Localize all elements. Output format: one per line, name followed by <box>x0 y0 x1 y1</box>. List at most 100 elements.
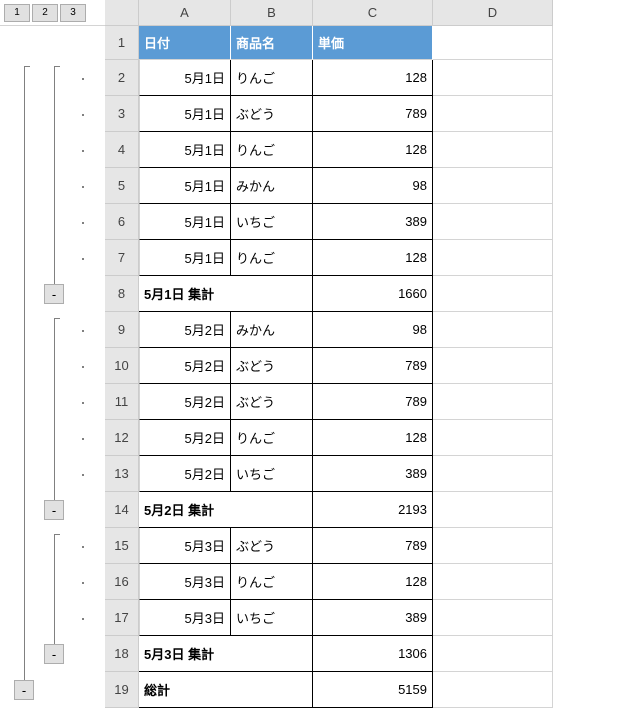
price-cell[interactable]: 128 <box>313 564 433 600</box>
empty-cell[interactable] <box>433 672 553 708</box>
outline-collapse-button[interactable]: - <box>44 284 64 304</box>
subtotal-value[interactable]: 1306 <box>313 636 433 672</box>
outline-level-2-button[interactable]: 2 <box>32 4 58 22</box>
row-header-9[interactable]: 9 <box>105 312 139 348</box>
empty-cell[interactable] <box>433 312 553 348</box>
column-header-D[interactable]: D <box>433 0 553 26</box>
product-cell[interactable]: ぶどう <box>231 96 313 132</box>
product-cell[interactable]: りんご <box>231 132 313 168</box>
empty-cell[interactable] <box>433 600 553 636</box>
select-all-corner[interactable] <box>105 0 139 26</box>
cell-grid[interactable]: 日付商品名単価5月1日りんご1285月1日ぶどう7895月1日りんご1285月1… <box>139 26 619 708</box>
date-cell[interactable]: 5月2日 <box>139 312 231 348</box>
empty-cell[interactable] <box>433 276 553 312</box>
column-header-A[interactable]: A <box>139 0 231 26</box>
empty-cell[interactable] <box>433 96 553 132</box>
outline-collapse-button[interactable]: - <box>14 680 34 700</box>
price-cell[interactable]: 128 <box>313 240 433 276</box>
row-header-16[interactable]: 16 <box>105 564 139 600</box>
header-cell[interactable]: 日付 <box>139 26 231 60</box>
price-cell[interactable]: 128 <box>313 420 433 456</box>
date-cell[interactable]: 5月2日 <box>139 348 231 384</box>
empty-cell[interactable] <box>433 384 553 420</box>
empty-cell[interactable] <box>433 26 553 60</box>
header-cell[interactable]: 商品名 <box>231 26 313 60</box>
subtotal-value[interactable]: 1660 <box>313 276 433 312</box>
price-cell[interactable]: 789 <box>313 96 433 132</box>
price-cell[interactable]: 389 <box>313 204 433 240</box>
price-cell[interactable]: 98 <box>313 312 433 348</box>
product-cell[interactable]: いちご <box>231 456 313 492</box>
row-header-3[interactable]: 3 <box>105 96 139 132</box>
product-cell[interactable]: みかん <box>231 312 313 348</box>
grand-total-value[interactable]: 5159 <box>313 672 433 708</box>
date-cell[interactable]: 5月2日 <box>139 420 231 456</box>
grand-total-label[interactable]: 総計 <box>139 672 231 708</box>
row-header-2[interactable]: 2 <box>105 60 139 96</box>
price-cell[interactable]: 128 <box>313 132 433 168</box>
subtotal-label[interactable]: 5月2日 集計 <box>139 492 231 528</box>
empty-cell[interactable] <box>433 456 553 492</box>
product-cell[interactable]: ぶどう <box>231 528 313 564</box>
empty-cell[interactable] <box>433 636 553 672</box>
price-cell[interactable]: 128 <box>313 60 433 96</box>
product-cell[interactable]: いちご <box>231 600 313 636</box>
header-cell[interactable]: 単価 <box>313 26 433 60</box>
price-cell[interactable]: 789 <box>313 384 433 420</box>
empty-cell[interactable] <box>433 492 553 528</box>
row-header-10[interactable]: 10 <box>105 348 139 384</box>
date-cell[interactable]: 5月1日 <box>139 132 231 168</box>
column-header-C[interactable]: C <box>313 0 433 26</box>
row-header-13[interactable]: 13 <box>105 456 139 492</box>
column-header-B[interactable]: B <box>231 0 313 26</box>
date-cell[interactable]: 5月1日 <box>139 96 231 132</box>
date-cell[interactable]: 5月1日 <box>139 240 231 276</box>
row-header-12[interactable]: 12 <box>105 420 139 456</box>
row-header-6[interactable]: 6 <box>105 204 139 240</box>
empty-cell[interactable] <box>433 60 553 96</box>
date-cell[interactable]: 5月1日 <box>139 204 231 240</box>
subtotal-value[interactable]: 2193 <box>313 492 433 528</box>
product-cell[interactable]: ぶどう <box>231 348 313 384</box>
outline-collapse-button[interactable]: - <box>44 644 64 664</box>
empty-cell[interactable] <box>433 420 553 456</box>
row-header-8[interactable]: 8 <box>105 276 139 312</box>
outline-level-3-button[interactable]: 3 <box>60 4 86 22</box>
date-cell[interactable]: 5月2日 <box>139 384 231 420</box>
row-header-11[interactable]: 11 <box>105 384 139 420</box>
empty-cell[interactable] <box>231 492 313 528</box>
product-cell[interactable]: りんご <box>231 564 313 600</box>
row-header-15[interactable]: 15 <box>105 528 139 564</box>
row-header-7[interactable]: 7 <box>105 240 139 276</box>
product-cell[interactable]: いちご <box>231 204 313 240</box>
outline-collapse-button[interactable]: - <box>44 500 64 520</box>
empty-cell[interactable] <box>433 204 553 240</box>
row-header-4[interactable]: 4 <box>105 132 139 168</box>
product-cell[interactable]: ぶどう <box>231 384 313 420</box>
empty-cell[interactable] <box>433 132 553 168</box>
price-cell[interactable]: 98 <box>313 168 433 204</box>
empty-cell[interactable] <box>433 168 553 204</box>
row-header-18[interactable]: 18 <box>105 636 139 672</box>
price-cell[interactable]: 789 <box>313 528 433 564</box>
empty-cell[interactable] <box>231 276 313 312</box>
outline-level-1-button[interactable]: 1 <box>4 4 30 22</box>
product-cell[interactable]: りんご <box>231 60 313 96</box>
row-header-19[interactable]: 19 <box>105 672 139 708</box>
date-cell[interactable]: 5月3日 <box>139 600 231 636</box>
date-cell[interactable]: 5月3日 <box>139 528 231 564</box>
date-cell[interactable]: 5月2日 <box>139 456 231 492</box>
empty-cell[interactable] <box>433 564 553 600</box>
row-header-17[interactable]: 17 <box>105 600 139 636</box>
subtotal-label[interactable]: 5月3日 集計 <box>139 636 231 672</box>
empty-cell[interactable] <box>231 672 313 708</box>
product-cell[interactable]: りんご <box>231 420 313 456</box>
product-cell[interactable]: みかん <box>231 168 313 204</box>
row-header-14[interactable]: 14 <box>105 492 139 528</box>
empty-cell[interactable] <box>433 528 553 564</box>
empty-cell[interactable] <box>433 348 553 384</box>
price-cell[interactable]: 789 <box>313 348 433 384</box>
price-cell[interactable]: 389 <box>313 600 433 636</box>
date-cell[interactable]: 5月1日 <box>139 168 231 204</box>
price-cell[interactable]: 389 <box>313 456 433 492</box>
